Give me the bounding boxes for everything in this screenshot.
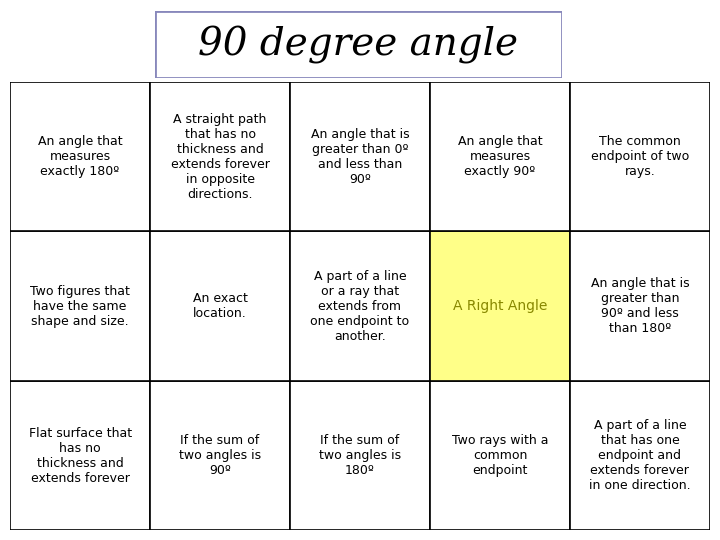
Bar xyxy=(290,232,430,381)
Text: A part of a line
that has one
endpoint and
extends forever
in one direction.: A part of a line that has one endpoint a… xyxy=(589,419,690,492)
Bar xyxy=(430,381,570,530)
Text: 90 degree angle: 90 degree angle xyxy=(198,25,518,64)
Text: Two figures that
have the same
shape and size.: Two figures that have the same shape and… xyxy=(30,285,130,328)
Bar xyxy=(10,82,150,232)
Bar xyxy=(10,232,150,381)
Text: Flat surface that
has no
thickness and
extends forever: Flat surface that has no thickness and e… xyxy=(29,427,132,484)
Bar xyxy=(10,381,150,530)
Text: The common
endpoint of two
rays.: The common endpoint of two rays. xyxy=(591,136,689,178)
Bar xyxy=(290,82,430,232)
Bar xyxy=(150,381,290,530)
Text: A Right Angle: A Right Angle xyxy=(453,299,547,313)
Text: An angle that
measures
exactly 180º: An angle that measures exactly 180º xyxy=(37,136,122,178)
Text: Two rays with a
common
endpoint: Two rays with a common endpoint xyxy=(451,434,548,477)
Text: An angle that
measures
exactly 90º: An angle that measures exactly 90º xyxy=(458,136,542,178)
Text: If the sum of
two angles is
90º: If the sum of two angles is 90º xyxy=(179,434,261,477)
Bar xyxy=(150,82,290,232)
Bar xyxy=(570,82,710,232)
Bar xyxy=(430,82,570,232)
FancyBboxPatch shape xyxy=(155,11,562,78)
Bar xyxy=(570,232,710,381)
Text: A straight path
that has no
thickness and
extends forever
in opposite
directions: A straight path that has no thickness an… xyxy=(171,113,269,201)
Text: If the sum of
two angles is
180º: If the sum of two angles is 180º xyxy=(319,434,401,477)
Bar xyxy=(570,381,710,530)
Bar xyxy=(430,232,570,381)
Text: An angle that is
greater than 0º
and less than
90º: An angle that is greater than 0º and les… xyxy=(311,128,409,186)
Text: A part of a line
or a ray that
extends from
one endpoint to
another.: A part of a line or a ray that extends f… xyxy=(310,269,410,343)
Bar xyxy=(290,381,430,530)
Bar xyxy=(150,232,290,381)
Text: An angle that is
greater than
90º and less
than 180º: An angle that is greater than 90º and le… xyxy=(590,277,689,335)
Text: An exact
location.: An exact location. xyxy=(192,292,248,320)
